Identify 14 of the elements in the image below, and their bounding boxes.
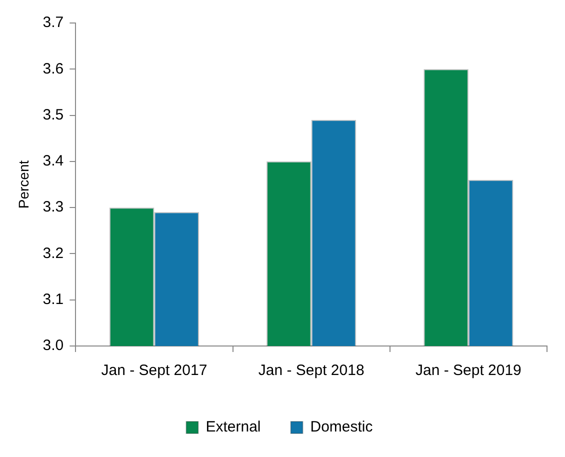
y-tick-label: 3.7 xyxy=(42,14,64,32)
y-tick-label: 3.4 xyxy=(42,152,64,170)
y-tick-label: 3.0 xyxy=(42,337,64,354)
y-tick-label: 3.2 xyxy=(42,244,64,262)
y-tick-label: 3.1 xyxy=(42,291,64,308)
x-tick-label: Jan - Sept 2018 xyxy=(258,362,364,380)
y-axis-title: Percent xyxy=(15,160,32,209)
legend-label: Domestic xyxy=(310,418,374,436)
y-tick-label: 3.5 xyxy=(42,106,64,124)
y-tick-label: 3.3 xyxy=(42,198,64,216)
x-tick-label: Jan - Sept 2019 xyxy=(415,362,522,380)
y-tick-label: 3.6 xyxy=(42,60,64,78)
x-tick-label: Jan - Sept 2017 xyxy=(101,362,208,380)
legend-label: External xyxy=(206,418,261,436)
